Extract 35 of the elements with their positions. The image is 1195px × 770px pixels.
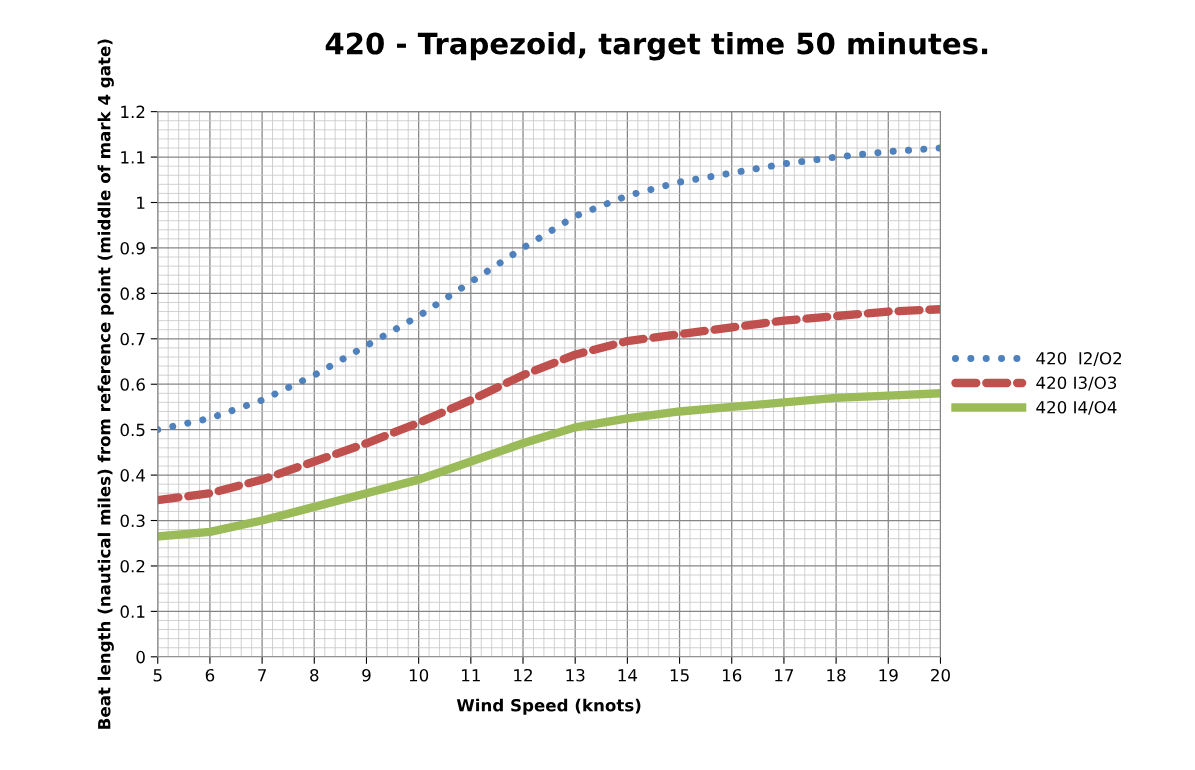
y-tick-label: 0 <box>136 650 145 664</box>
x-axis-title: Wind Speed (knots) <box>456 698 641 715</box>
x-tick-label: 15 <box>670 669 689 682</box>
x-tick-label: 13 <box>566 668 585 682</box>
y-tick-label: 1.1 <box>121 151 145 164</box>
chart-title: 420 - Trapezoid, target time 50 minutes. <box>325 31 988 61</box>
x-tick-label: 10 <box>409 668 429 682</box>
x-tick-label: 7 <box>258 669 266 682</box>
y-tick-label: 0.5 <box>120 423 145 437</box>
y-tick-label: 0.4 <box>120 469 145 482</box>
legend-label: 420 I2/O2 <box>1036 352 1122 366</box>
x-tick-label: 19 <box>879 668 898 682</box>
x-tick-label: 11 <box>462 669 480 682</box>
y-tick-label: 1.2 <box>121 105 145 118</box>
x-tick-label: 8 <box>310 668 319 682</box>
y-tick-label: 1 <box>137 196 145 209</box>
x-tick-label: 12 <box>514 668 532 682</box>
x-tick-label: 18 <box>827 668 846 682</box>
x-tick-label: 17 <box>775 669 794 682</box>
x-tick-label: 5 <box>153 669 162 682</box>
x-tick-label: 20 <box>931 668 950 682</box>
x-tick-label: 6 <box>205 668 215 682</box>
y-tick-label: 0.6 <box>120 378 145 391</box>
y-tick-label: 0.3 <box>120 514 145 528</box>
y-tick-label: 0.1 <box>120 605 145 618</box>
y-tick-label: 0.8 <box>120 287 145 300</box>
x-tick-label: 9 <box>362 668 371 682</box>
y-tick-label: 0.2 <box>120 559 145 573</box>
x-tick-label: 14 <box>618 669 638 682</box>
x-tick-label: 16 <box>722 668 742 682</box>
legend-label: 420 I3/O3 <box>1036 376 1117 391</box>
y-tick-label: 0.9 <box>120 241 145 255</box>
y-axis-title: Beat length (nautical miles) from reference point (middle of mark 4 gate) <box>97 39 114 729</box>
y-tick-label: 0.7 <box>120 332 145 346</box>
legend-label: 420 I4/O4 <box>1036 400 1117 415</box>
